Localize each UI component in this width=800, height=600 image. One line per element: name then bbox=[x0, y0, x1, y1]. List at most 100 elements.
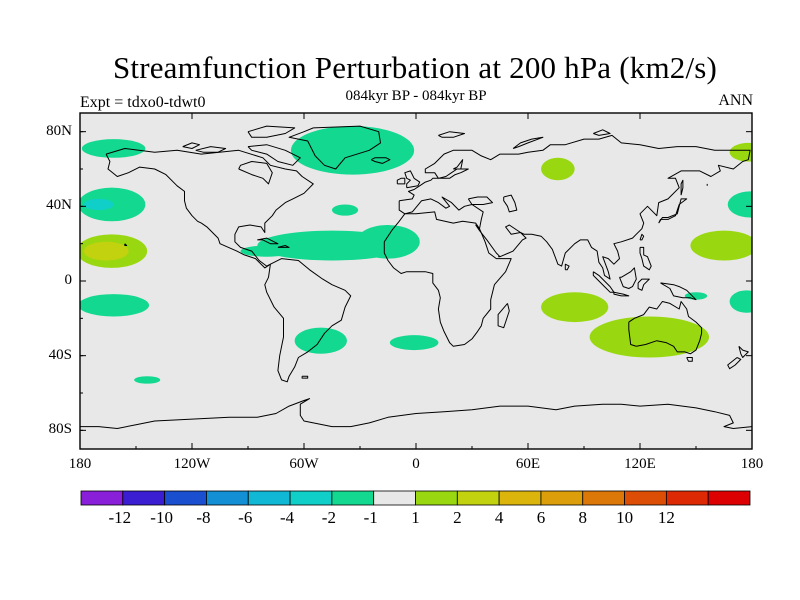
x-tick-label-3: 0 bbox=[412, 456, 420, 472]
y-tick-label-2: 0 bbox=[64, 272, 73, 288]
colorbar-swatch-2 bbox=[164, 490, 207, 506]
colorbar-swatch-15 bbox=[707, 490, 751, 506]
colorbar-swatch-14 bbox=[665, 490, 709, 506]
contour-region-15 bbox=[729, 142, 752, 162]
colorbar-label-5: -2 bbox=[321, 508, 336, 527]
coastline-sumatra bbox=[592, 271, 615, 293]
coastline-new-guinea bbox=[660, 282, 697, 301]
colorbar-label-4: -4 bbox=[279, 508, 295, 527]
coastline-java bbox=[613, 291, 630, 297]
colorbar-label-10: 6 bbox=[536, 508, 546, 527]
colorbar-label-13: 12 bbox=[657, 508, 675, 527]
contour-region-16 bbox=[727, 191, 752, 218]
colorbar-swatch-10 bbox=[498, 490, 542, 506]
coastline-tasmania bbox=[686, 357, 693, 362]
contour-region-5 bbox=[80, 294, 150, 317]
contour-region-6 bbox=[134, 376, 161, 384]
colorbar-label-6: -1 bbox=[363, 508, 378, 527]
colorbar-swatch-4 bbox=[247, 490, 291, 506]
coastline-ellesmere bbox=[247, 125, 296, 138]
y-tick-label-1: 40N bbox=[46, 197, 72, 214]
contour-region-4 bbox=[83, 241, 129, 261]
y-tick-label-3: 40S bbox=[48, 346, 72, 363]
coastline-new-zealand-s bbox=[727, 357, 742, 370]
coastline-great-britain bbox=[404, 170, 421, 189]
colorbar-label-8: 2 bbox=[453, 508, 462, 527]
coastline-greenland bbox=[288, 125, 381, 170]
contour-region-12 bbox=[294, 327, 347, 354]
coastline-antarctica bbox=[80, 398, 752, 429]
coastline-philippines bbox=[639, 246, 652, 271]
y-tick-label-0: 80N bbox=[46, 122, 72, 139]
coastline-falklands bbox=[301, 375, 309, 379]
coastline-hispaniola bbox=[277, 245, 290, 248]
coastline-japan bbox=[658, 198, 688, 224]
x-tick-label-0: 180 bbox=[68, 456, 92, 472]
coastline-black-sea bbox=[467, 196, 493, 205]
contour-region-21 bbox=[684, 292, 708, 300]
y-tick-label-4: 80S bbox=[48, 421, 72, 438]
season-label: ANN bbox=[718, 92, 753, 109]
colorbar-swatch-9 bbox=[456, 490, 500, 506]
coastline-banks-isl bbox=[182, 142, 200, 149]
coastline-south-america bbox=[264, 258, 352, 383]
coastline-borneo bbox=[619, 267, 637, 289]
colorbar bbox=[80, 490, 751, 506]
x-tick-label-6: 180 bbox=[740, 456, 764, 472]
colorbar-label-11: 8 bbox=[578, 508, 588, 527]
coastlines bbox=[80, 125, 752, 429]
x-tick-label-4: 60E bbox=[515, 456, 541, 472]
colorbar-swatch-6 bbox=[331, 490, 375, 506]
x-tick-label-1: 120W bbox=[173, 456, 211, 472]
colorbar-swatch-1 bbox=[122, 490, 166, 506]
contour-fills bbox=[80, 126, 752, 384]
chart-subtitle: 084kyr BP - 084kyr BP bbox=[345, 88, 487, 104]
contour-region-19 bbox=[541, 292, 609, 323]
contour-region-20 bbox=[589, 316, 710, 358]
coastline-sri-lanka bbox=[564, 263, 570, 271]
experiment-label: Expt = tdxo0-tdwt0 bbox=[80, 94, 206, 111]
colorbar-label-9: 4 bbox=[494, 508, 504, 527]
contour-region-13 bbox=[389, 335, 439, 351]
colorbar-label-1: -10 bbox=[150, 508, 173, 527]
chart-title: Streamfunction Perturbation at 200 hPa (… bbox=[112, 50, 718, 85]
coastline-caspian bbox=[503, 194, 518, 213]
contour-region-8 bbox=[332, 204, 359, 216]
colorbar-swatch-12 bbox=[582, 490, 625, 506]
colorbar-label-7: 1 bbox=[411, 508, 420, 527]
coastline-baltic bbox=[438, 168, 469, 179]
colorbar-swatch-8 bbox=[415, 490, 458, 506]
coastline-cuba bbox=[257, 237, 279, 245]
coastline-madagascar bbox=[497, 303, 510, 329]
coastline-sakhalin bbox=[680, 179, 684, 196]
coastline-sulawesi bbox=[637, 278, 650, 291]
colorbar-label-3: -6 bbox=[238, 508, 253, 527]
colorbar-label-0: -12 bbox=[108, 508, 132, 527]
axis-ticks bbox=[79, 113, 753, 449]
contour-region-18 bbox=[729, 290, 752, 313]
contour-region-14 bbox=[541, 157, 575, 181]
coastline-taiwan bbox=[639, 233, 645, 241]
colorbar-label-2: -8 bbox=[196, 508, 211, 527]
coastline-severnaya bbox=[593, 129, 611, 136]
contour-region-0 bbox=[81, 139, 146, 158]
coastline-australia bbox=[628, 301, 703, 355]
coastline-new-zealand-n bbox=[738, 345, 749, 358]
contour-region-17 bbox=[690, 230, 752, 261]
coastline-iceland bbox=[370, 157, 391, 164]
coastline-novaya-zemlya bbox=[512, 136, 544, 149]
coastline-north-america bbox=[105, 148, 314, 269]
coastline-hawaii bbox=[124, 243, 128, 246]
colorbar-swatch-7 bbox=[373, 490, 416, 506]
x-tick-label-5: 120E bbox=[624, 456, 656, 472]
coastline-svalbard bbox=[438, 131, 465, 138]
map-background bbox=[80, 113, 752, 449]
colorbar-swatch-11 bbox=[540, 490, 584, 506]
coastline-victoria-isl bbox=[195, 146, 227, 153]
contour-region-7 bbox=[290, 126, 415, 175]
coastline-hudson-bay bbox=[238, 161, 273, 185]
coastline-ireland bbox=[396, 177, 406, 185]
colorbar-label-12: 10 bbox=[616, 508, 634, 527]
colorbar-swatch-13 bbox=[624, 490, 667, 506]
